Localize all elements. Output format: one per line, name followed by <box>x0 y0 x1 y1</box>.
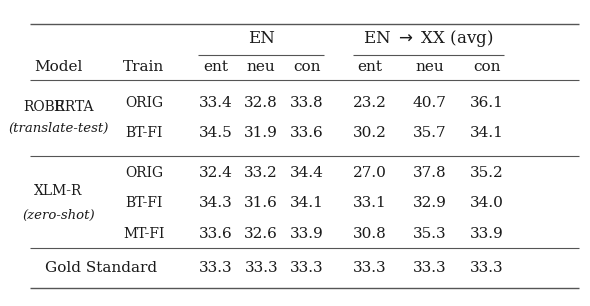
Text: 33.3: 33.3 <box>413 261 447 275</box>
Text: con: con <box>473 60 501 74</box>
Text: 32.9: 32.9 <box>413 196 447 211</box>
Text: 31.9: 31.9 <box>244 126 278 140</box>
Text: 33.1: 33.1 <box>353 196 386 211</box>
Text: 35.7: 35.7 <box>413 126 447 140</box>
Text: ORIG: ORIG <box>125 95 163 110</box>
Text: EN: EN <box>248 30 274 47</box>
Text: 35.3: 35.3 <box>413 227 447 241</box>
Text: 30.8: 30.8 <box>353 227 386 241</box>
Text: (translate-test): (translate-test) <box>8 122 109 135</box>
Text: ent: ent <box>203 60 228 74</box>
Text: 35.2: 35.2 <box>470 166 504 180</box>
Text: 33.6: 33.6 <box>199 227 232 241</box>
Text: 34.4: 34.4 <box>290 166 324 180</box>
Text: 33.3: 33.3 <box>244 261 278 275</box>
Text: 33.3: 33.3 <box>199 261 232 275</box>
Text: ROBERTA: ROBERTA <box>23 100 93 114</box>
Text: BT-FI: BT-FI <box>125 196 163 211</box>
Text: neu: neu <box>247 60 276 74</box>
Text: Gold Standard: Gold Standard <box>45 261 157 275</box>
Text: 33.4: 33.4 <box>199 95 232 110</box>
Text: 33.2: 33.2 <box>244 166 278 180</box>
Text: 40.7: 40.7 <box>413 95 447 110</box>
Text: 32.4: 32.4 <box>198 166 232 180</box>
Text: 33.3: 33.3 <box>470 261 504 275</box>
Text: ORIG: ORIG <box>125 166 163 180</box>
Text: EN $\rightarrow$ XX (avg): EN $\rightarrow$ XX (avg) <box>363 28 494 49</box>
Text: 37.8: 37.8 <box>413 166 447 180</box>
Text: ent: ent <box>358 60 382 74</box>
Text: 33.9: 33.9 <box>470 227 504 241</box>
Text: 23.2: 23.2 <box>353 95 387 110</box>
Text: Model: Model <box>34 60 83 74</box>
Text: 31.6: 31.6 <box>244 196 278 211</box>
Text: 33.3: 33.3 <box>353 261 386 275</box>
Text: 36.1: 36.1 <box>470 95 504 110</box>
Text: BT-FI: BT-FI <box>125 126 163 140</box>
Text: (zero-shot): (zero-shot) <box>22 209 94 222</box>
Text: 32.6: 32.6 <box>244 227 278 241</box>
Text: 34.1: 34.1 <box>290 196 324 211</box>
Text: con: con <box>293 60 321 74</box>
Text: 32.8: 32.8 <box>244 95 278 110</box>
Text: MT-FI: MT-FI <box>123 227 165 241</box>
Text: 33.6: 33.6 <box>290 126 324 140</box>
Text: XLM-R: XLM-R <box>34 184 83 198</box>
Text: Train: Train <box>123 60 165 74</box>
Text: 30.2: 30.2 <box>353 126 387 140</box>
Text: 34.5: 34.5 <box>199 126 232 140</box>
Text: 34.1: 34.1 <box>470 126 504 140</box>
Text: 27.0: 27.0 <box>353 166 387 180</box>
Text: 34.3: 34.3 <box>199 196 232 211</box>
Text: 34.0: 34.0 <box>470 196 504 211</box>
Text: 33.3: 33.3 <box>290 261 324 275</box>
Text: 33.9: 33.9 <box>290 227 324 241</box>
Text: 33.8: 33.8 <box>290 95 324 110</box>
Text: neu: neu <box>415 60 444 74</box>
Text: R: R <box>53 100 64 114</box>
